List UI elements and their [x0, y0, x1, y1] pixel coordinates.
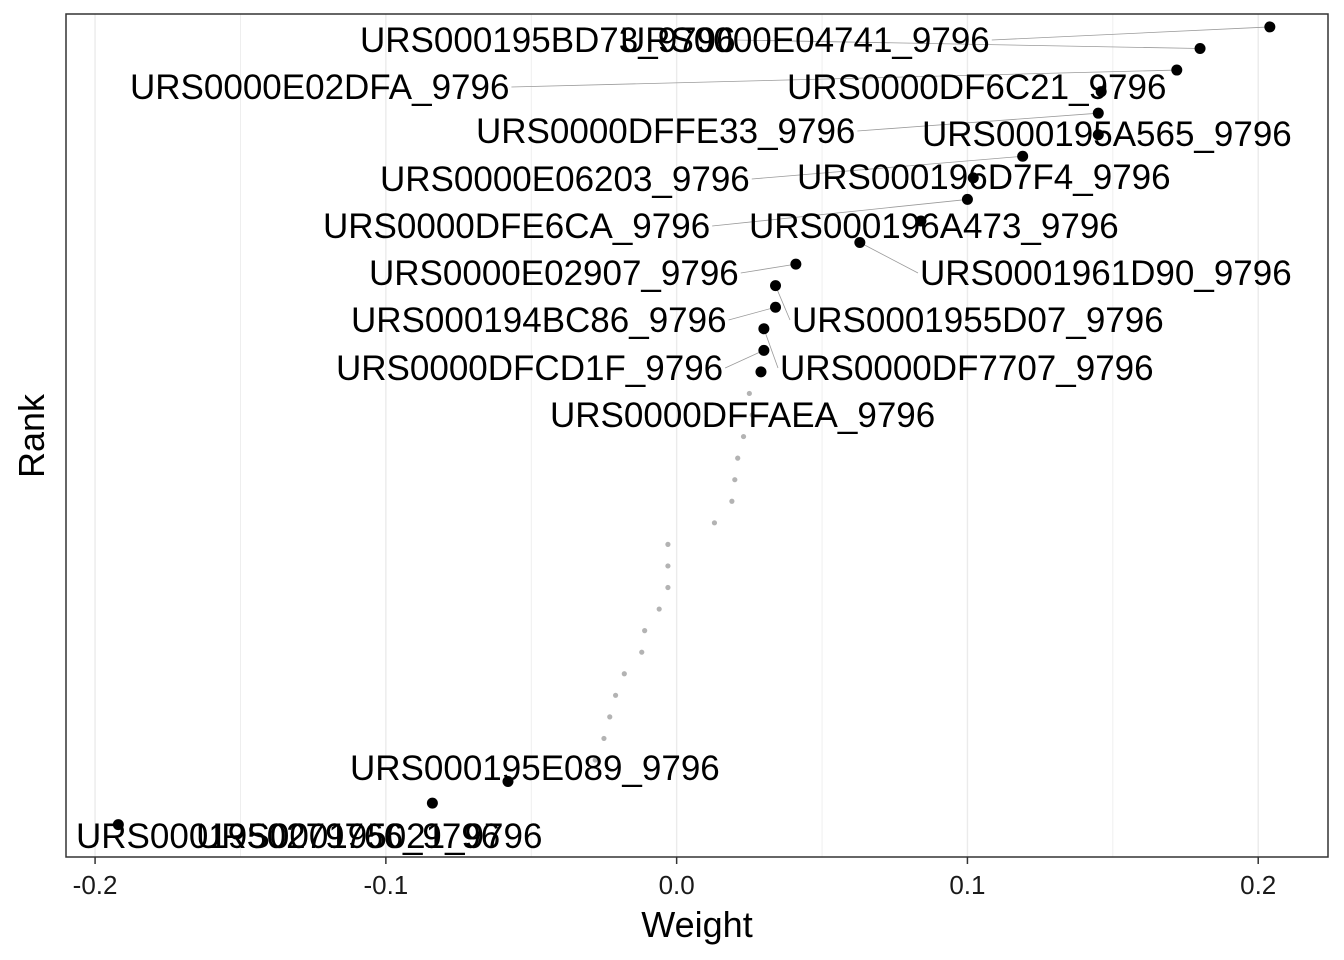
leader-line — [712, 199, 968, 227]
labeled-point — [1092, 129, 1104, 141]
point-label: URS000195BD73_9796 — [360, 21, 736, 60]
point-label: URS0000DFFE33_9796 — [476, 112, 855, 151]
unlabeled-point — [749, 412, 755, 418]
unlabeled-points — [592, 390, 755, 763]
labeled-point — [1264, 21, 1276, 33]
unlabeled-point — [642, 628, 648, 634]
point-label: URS0000E06203_9796 — [380, 160, 750, 199]
labeled-point — [755, 366, 767, 378]
unlabeled-point — [729, 498, 735, 504]
unlabeled-point — [735, 455, 741, 461]
unlabeled-point — [607, 714, 613, 720]
point-label: URS0000DF6C21_9796 — [787, 68, 1166, 107]
grid-lines — [94, 14, 1259, 857]
labeled-point — [502, 776, 514, 788]
unlabeled-point — [665, 584, 671, 591]
point-label: URS0001961D90_9796 — [920, 254, 1292, 293]
leader-line — [728, 306, 776, 321]
labeled-point — [1017, 150, 1029, 162]
point-label: URS0000DF7707_9796 — [780, 349, 1154, 388]
leader-line — [740, 263, 796, 274]
unlabeled-point — [746, 390, 752, 397]
labeled-point — [1092, 107, 1104, 119]
unlabeled-point — [592, 757, 598, 763]
labeled-point — [1095, 86, 1107, 98]
point-label: URS000196A473_9796 — [749, 207, 1119, 246]
panel-background — [66, 14, 1328, 857]
point-label: URS0000DFFAEA_9796 — [550, 396, 935, 435]
labeled-point — [112, 819, 124, 831]
leader-line — [775, 285, 791, 321]
unlabeled-point — [656, 606, 662, 612]
labeled-points — [112, 21, 1276, 831]
labeled-point — [1194, 42, 1206, 54]
leader-line — [737, 39, 1201, 49]
labeled-point — [758, 323, 770, 335]
labeled-point — [854, 237, 866, 249]
x-tick-label: -0.2 — [73, 870, 118, 900]
labeled-point — [790, 258, 802, 270]
point-label: URS0001950279766_9796 — [76, 817, 500, 856]
point-label: URS000195E089_9796 — [350, 749, 720, 788]
point-label: URS0000DFE6CA_9796 — [323, 207, 710, 246]
leader-line — [763, 328, 779, 369]
x-tick-label: 0.2 — [1240, 870, 1276, 900]
unlabeled-point — [639, 649, 645, 655]
unlabeled-point — [740, 433, 747, 440]
labeled-point — [1171, 64, 1183, 76]
unlabeled-point — [601, 735, 607, 742]
labeled-point — [961, 193, 973, 205]
labeled-point — [770, 280, 782, 292]
point-label: URS0001955D07_9796 — [792, 301, 1164, 340]
point-label: URS000194BC86_9796 — [351, 301, 727, 340]
point-label: URS000195021_9796 — [196, 817, 542, 856]
unlabeled-point — [665, 563, 671, 569]
leader-line — [751, 155, 1023, 180]
unlabeled-point — [732, 477, 738, 483]
point-label: URS0000E04741_9796 — [620, 21, 990, 60]
x-axis: -0.2 -0.1 0.0 0.1 0.2 — [73, 857, 1276, 900]
leader-line — [857, 112, 1099, 132]
point-label: URS0000E02907_9796 — [369, 254, 739, 293]
labeled-point — [915, 215, 927, 227]
x-tick-label: 0.1 — [949, 870, 985, 900]
unlabeled-point — [711, 520, 718, 526]
unlabeled-point — [621, 671, 627, 677]
unlabeled-point — [612, 692, 619, 698]
point-label: URS000195A565_9796 — [922, 115, 1292, 154]
leader-lines — [511, 26, 1270, 369]
point-label: URS0000E02DFA_9796 — [130, 68, 509, 107]
leader-line — [859, 242, 919, 274]
labeled-point — [967, 172, 979, 184]
labeled-point — [758, 344, 770, 356]
labeled-point — [770, 301, 782, 313]
labeled-point — [426, 797, 438, 809]
x-tick-label: -0.1 — [363, 870, 408, 900]
y-axis-title: Rank — [11, 393, 52, 478]
leader-line — [724, 349, 765, 369]
leader-line — [511, 69, 1177, 88]
panel-border — [65, 13, 1329, 858]
x-tick-label: 0.0 — [659, 870, 695, 900]
unlabeled-point — [665, 541, 671, 547]
point-label: URS000196D7F4_9796 — [797, 158, 1171, 197]
point-label: URS0000DFCD1F_9796 — [336, 349, 723, 388]
x-axis-title: Weight — [641, 904, 752, 945]
leader-line — [991, 26, 1270, 41]
